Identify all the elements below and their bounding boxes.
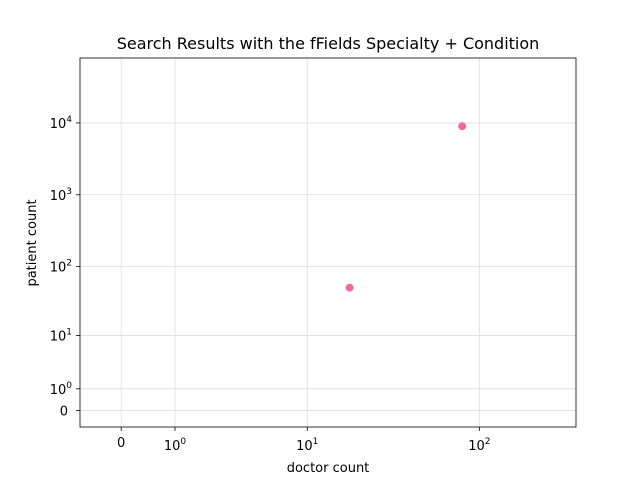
chart-title: Search Results with the fFields Specialt… <box>117 34 540 53</box>
y-tick-label-2: 101 <box>50 328 72 345</box>
x-axis-label: doctor count <box>287 461 370 476</box>
scatter-point-1 <box>458 122 467 131</box>
x-tick-label-2: 101 <box>296 437 318 454</box>
y-tick-label-3: 102 <box>50 258 72 275</box>
y-tick-label-5: 104 <box>50 115 73 132</box>
scatter-point-0 <box>345 283 354 292</box>
x-tick-label-1: 100 <box>164 437 187 454</box>
axis-ticks: 0 100 101 102 0 100 101 102 103 104 <box>50 115 491 454</box>
y-axis-label: patient count <box>25 199 40 286</box>
grid-lines <box>80 58 576 427</box>
plot-frame <box>79 57 577 428</box>
y-tick-label-4: 103 <box>50 187 72 204</box>
y-tick-label-0: 0 <box>60 404 68 419</box>
x-tick-label-0: 0 <box>117 436 125 451</box>
x-tick-label-3: 102 <box>468 437 490 454</box>
data-points <box>345 122 467 292</box>
y-tick-label-1: 100 <box>50 381 73 398</box>
